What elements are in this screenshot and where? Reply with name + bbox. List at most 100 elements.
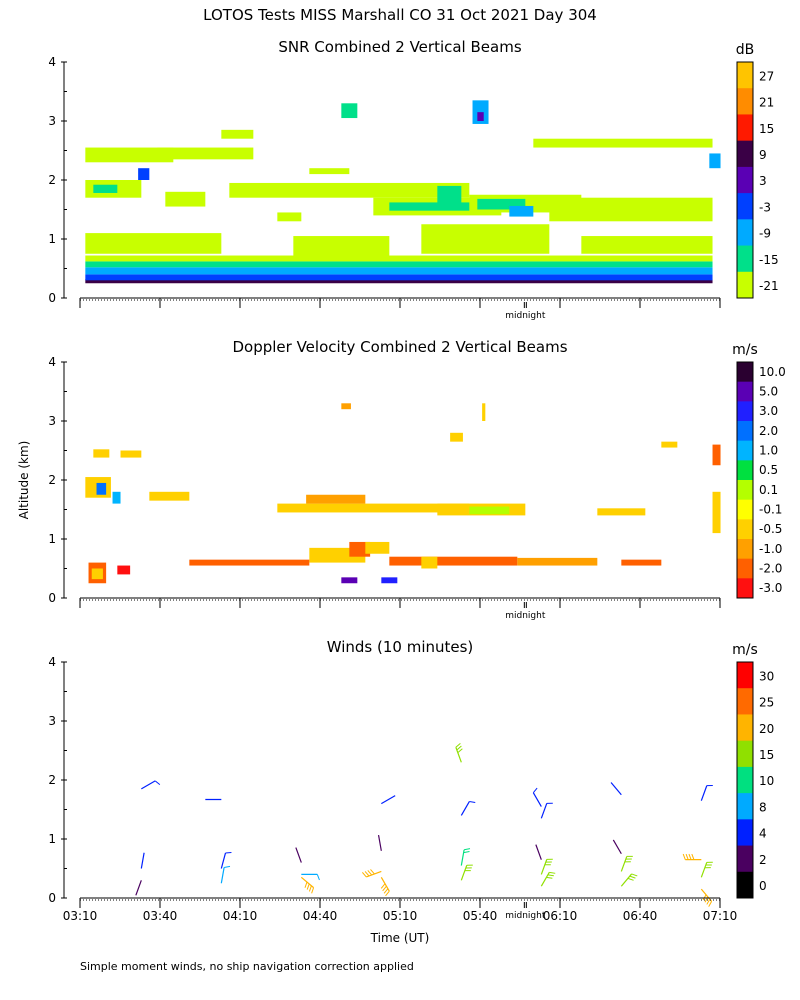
barb-feather (457, 748, 463, 754)
wind-barb (135, 880, 142, 896)
colorbar-swatch (737, 871, 753, 899)
panel-title: SNR Combined 2 Vertical Beams (278, 38, 521, 56)
colorbar-unit: m/s (732, 642, 758, 658)
data-patch (533, 138, 713, 148)
colorbar-label: -3 (759, 200, 771, 214)
colorbar-label: -15 (759, 253, 779, 267)
colorbar-swatch (737, 271, 753, 299)
wind-barb (377, 834, 382, 851)
data-patch (277, 503, 470, 513)
data-patch (349, 541, 371, 557)
barb-feather (308, 885, 312, 892)
barb-shaft (700, 785, 708, 801)
colorbar-swatch (737, 421, 753, 442)
wind-barb (700, 861, 713, 878)
data-patch (661, 441, 678, 448)
data-patch (621, 559, 662, 566)
data-patch (482, 403, 486, 421)
colorbar-label: 8 (759, 800, 767, 814)
barb-feather (549, 871, 556, 874)
colorbar-unit: m/s (732, 342, 758, 358)
y-tick-label: 4 (48, 55, 56, 69)
barb-feather (306, 883, 310, 890)
colorbar-swatch (737, 499, 753, 520)
colorbar-label: 1.0 (759, 443, 778, 457)
barb-feather (154, 780, 161, 786)
x-tick-label: 03:10 (63, 909, 98, 923)
panel-data (135, 742, 713, 907)
y-axis-label: Altitude (km) (17, 441, 31, 520)
barb-shaft (612, 839, 622, 855)
barb-shaft (220, 867, 225, 884)
colorbar-label: -2.0 (759, 561, 782, 575)
colorbar-label: -9 (759, 227, 771, 241)
colorbar-label: 3.0 (759, 404, 778, 418)
data-patch (85, 147, 174, 163)
data-patch (712, 491, 721, 534)
barb-feather (706, 898, 711, 905)
data-patch (157, 147, 254, 160)
colorbar-swatch (737, 558, 753, 579)
barb-shaft (381, 795, 396, 805)
x-axis-label: Time (UT) (370, 931, 430, 945)
y-tick-label: 4 (48, 355, 56, 369)
data-patch (517, 557, 598, 566)
x-tick-label: 03:40 (143, 909, 178, 923)
wind-barb (540, 802, 553, 819)
barb-feather (361, 872, 367, 878)
colorbar-label: -0.5 (759, 522, 782, 536)
data-patch (309, 168, 350, 175)
y-tick-label: 3 (48, 714, 56, 728)
barb-feather (469, 801, 476, 803)
wind-barb (540, 871, 556, 887)
colorbar-label: 27 (759, 69, 774, 83)
panel-1: SNR Combined 2 Vertical Beams 0 1 2 3 4 midnig… (48, 38, 778, 321)
data-patch (472, 100, 489, 124)
colorbar-swatch (737, 766, 753, 794)
data-patch (509, 205, 534, 217)
colorbar-label: 15 (759, 748, 774, 762)
colorbar-swatch (737, 819, 753, 847)
barb-shaft (141, 780, 156, 790)
data-patch (120, 450, 142, 458)
wind-barb (380, 877, 390, 897)
barb-feather (691, 853, 695, 860)
colorbar-swatch (737, 362, 753, 383)
colorbar-label: 10 (759, 774, 774, 788)
x-tick-label: 06:10 (543, 909, 578, 923)
barb-feather (682, 853, 686, 860)
wind-barb (300, 876, 315, 894)
colorbar-label: -1.0 (759, 542, 782, 556)
y-tick-label: 3 (48, 414, 56, 428)
y-tick-label: 4 (48, 655, 56, 669)
panel-data (85, 100, 721, 284)
y-tick-label: 0 (48, 291, 56, 305)
data-patch (389, 556, 518, 566)
x-tick-label: 07:10 (703, 909, 738, 923)
barb-feather (304, 881, 308, 888)
midnight-label: midnight (505, 911, 546, 921)
colorbar-swatch (737, 793, 753, 820)
data-patch (277, 212, 302, 222)
data-patch (91, 568, 103, 580)
barb-shaft (295, 847, 302, 863)
barb-feather (702, 894, 707, 901)
data-patch (149, 491, 190, 501)
wind-barb (460, 864, 473, 881)
data-patch (469, 506, 510, 515)
colorbar-frame (736, 61, 754, 299)
y-tick-label: 2 (48, 773, 56, 787)
data-patch (93, 184, 118, 193)
colorbar-label: 2 (759, 853, 767, 867)
y-tick-label: 1 (48, 532, 56, 546)
colorbar-label: 0.5 (759, 463, 778, 477)
colorbar-label: -3.0 (759, 581, 782, 595)
colorbar-frame (736, 661, 754, 899)
y-tick-label: 3 (48, 114, 56, 128)
data-patch (450, 432, 463, 442)
snr-layer (85, 267, 713, 275)
colorbar-swatch (737, 662, 753, 689)
x-tick-label: 05:40 (463, 909, 498, 923)
